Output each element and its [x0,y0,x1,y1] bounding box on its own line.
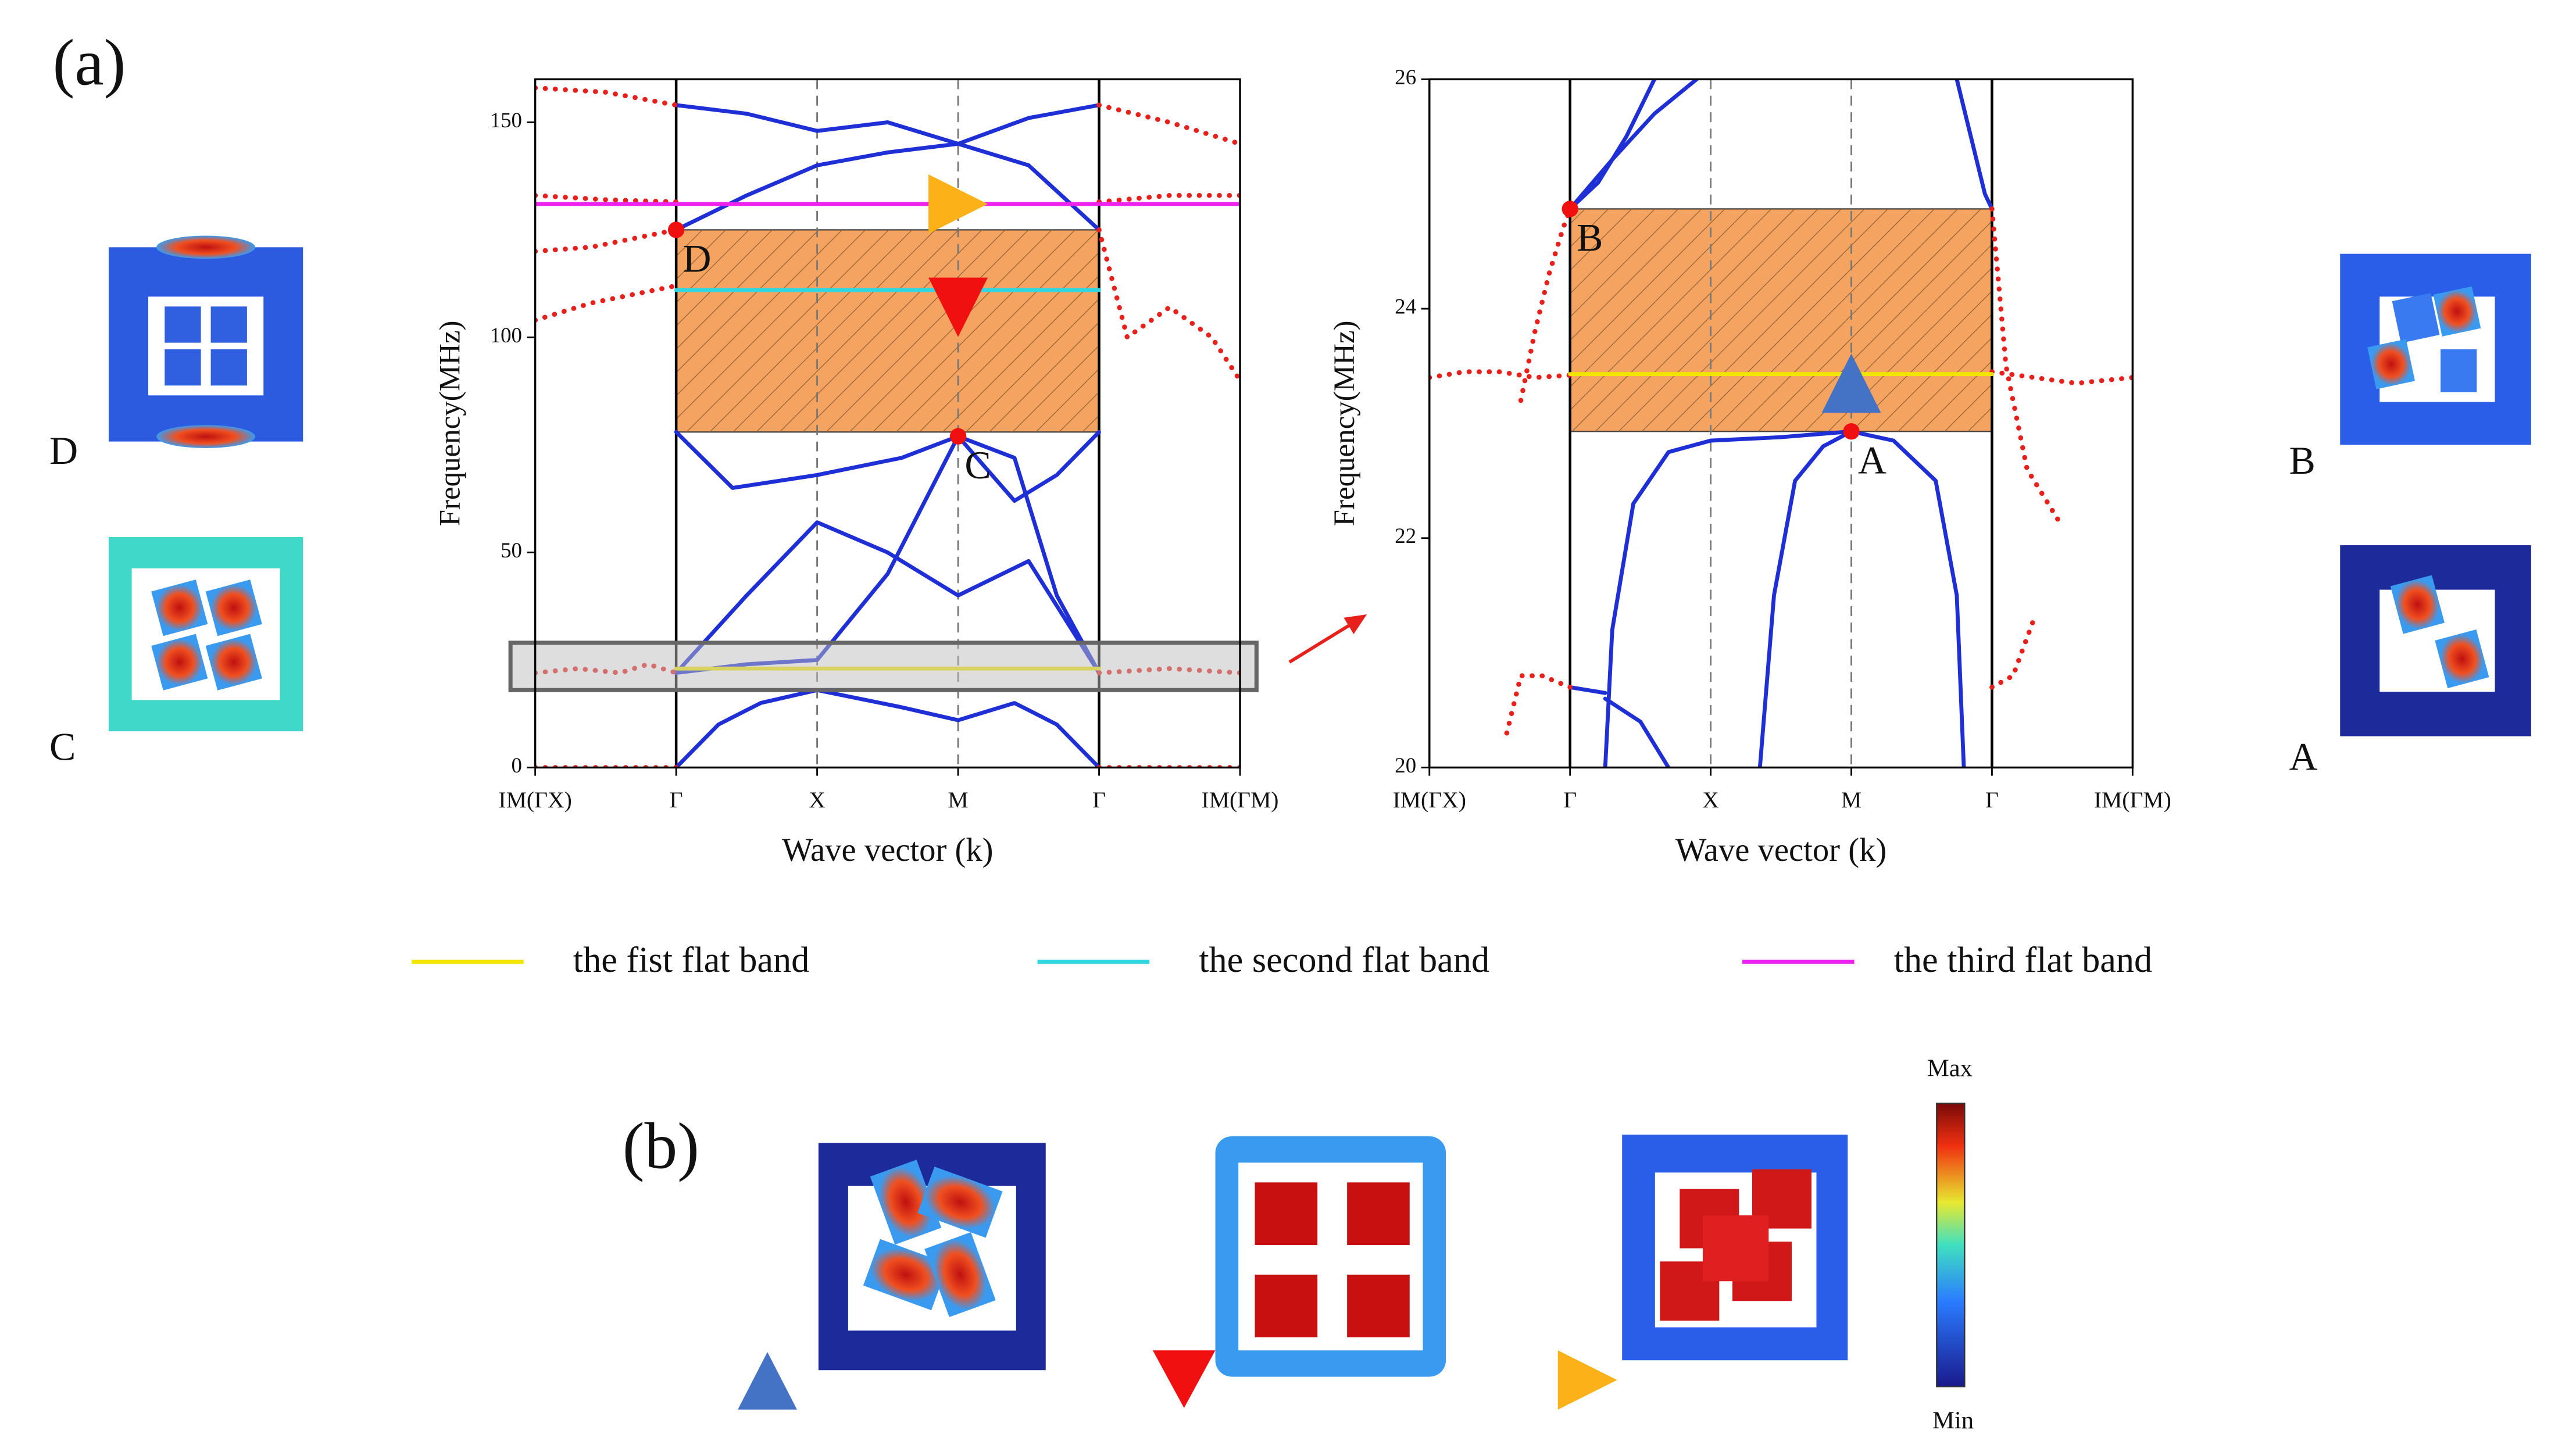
band-line [674,430,1101,503]
band-line [1568,79,1699,211]
x-tick-label: Γ [670,787,683,813]
x-tick-label: M [948,787,968,813]
zoom-arrow-head [1344,614,1367,635]
band-dotted [535,85,679,108]
x-tick-label: Γ [1092,787,1106,813]
band-line [1568,79,1657,211]
x-tick-label: X [809,787,826,813]
mode-image [1622,1135,1848,1361]
band-dotted [535,192,679,205]
band-line [1603,696,1671,768]
y-tick-label: 22 [1395,524,1416,548]
y-tick-label: 26 [1395,65,1416,89]
x-tick-label: Γ [1985,787,1999,813]
x-tick-label: M [1841,787,1861,813]
mode-marker [928,277,988,337]
band-dotted [535,227,679,254]
x-axis-label: Wave vector (k) [782,832,993,868]
x-tick-label: IM(ΓX) [498,787,571,813]
mode-point [667,221,685,238]
band-line [674,103,1101,146]
band-gap-hatch [1570,209,1992,432]
mode-point [1562,201,1578,217]
mode-point-label: D [683,237,711,281]
mode-label: D [49,428,78,473]
band-dotted [1989,616,2037,690]
y-axis-label: Frequency(MHz) [1328,321,1361,527]
y-axis-label: Frequency(MHz) [434,321,467,527]
band-line [1568,685,1607,695]
x-tick-label: IM(ΓM) [1202,787,1279,813]
band-gap-hatch [676,230,1099,432]
x-tick-label: Γ [1563,787,1577,813]
band-dotted [1504,673,1573,736]
mode-marker [928,174,988,234]
mode-image [818,1143,1046,1371]
band-dotted [1096,102,1241,146]
mode-image [108,536,303,732]
band-line [674,142,1101,232]
band-dotted [1429,369,1573,380]
mode-label: B [2289,438,2315,482]
panel-label: (b) [623,1109,699,1182]
y-tick-label: 24 [1395,295,1416,319]
band-dotted [1096,192,1241,205]
mode-label: C [49,725,76,769]
axes-frame [534,78,1241,769]
y-tick-label: 150 [490,108,522,132]
legend-label: the fist flat band [573,940,810,980]
legend-label: the third flat band [1894,940,2153,980]
x-tick-label: IM(ΓX) [1393,787,1466,813]
band-dotted [1989,206,2065,530]
band-line [674,520,1101,675]
band-line [674,688,1101,768]
band-dotted [1096,227,1241,383]
mode-marker [1557,1350,1617,1410]
x-tick-label: IM(ΓM) [2094,787,2171,813]
y-tick-label: 0 [512,753,522,777]
x-axis-label: Wave vector (k) [1675,832,1886,868]
y-tick-label: 20 [1395,753,1416,777]
band-dotted [535,283,679,323]
mode-label: A [2289,735,2317,779]
mode-point [949,428,967,445]
legend-label: the second flat band [1199,940,1489,980]
mode-point-label: B [1577,216,1603,260]
y-tick-label: 50 [501,538,522,562]
zoom-arrow [1288,621,1355,664]
x-tick-label: X [1702,787,1719,813]
mode-point-label: A [1858,438,1886,482]
band-dotted [1989,369,2133,386]
mode-marker [738,1352,798,1410]
y-tick-label: 100 [490,323,522,347]
band-line [1603,429,1853,768]
band-line [1955,79,1994,211]
mode-point-label: C [964,443,991,487]
mode-marker [1821,353,1881,413]
mode-image [2340,253,2531,445]
band-dotted [1518,206,1573,403]
mode-image [2340,545,2531,736]
mode-point [1843,423,1860,440]
colorbar-label: Max [1927,1054,1973,1082]
colorbar [1936,1103,1966,1387]
mode-image [108,235,303,448]
axes-frame [1428,78,2134,769]
plot-area [1429,79,2133,768]
mode-image [1215,1136,1446,1377]
zoom-box [508,641,1259,692]
panel-label: (a) [53,26,126,99]
colorbar-label: Min [1932,1407,1974,1434]
mode-marker [1152,1350,1216,1408]
